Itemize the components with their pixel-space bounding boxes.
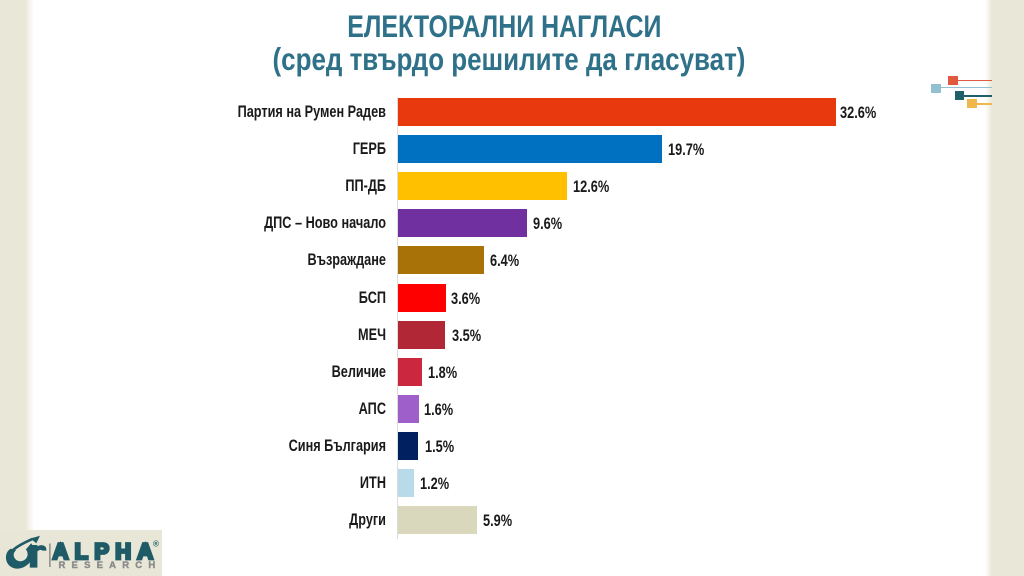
svg-text:RESEARCH: RESEARCH	[59, 560, 162, 571]
svg-text:ALPHA: ALPHA	[53, 539, 160, 564]
svg-text:®: ®	[153, 540, 159, 549]
